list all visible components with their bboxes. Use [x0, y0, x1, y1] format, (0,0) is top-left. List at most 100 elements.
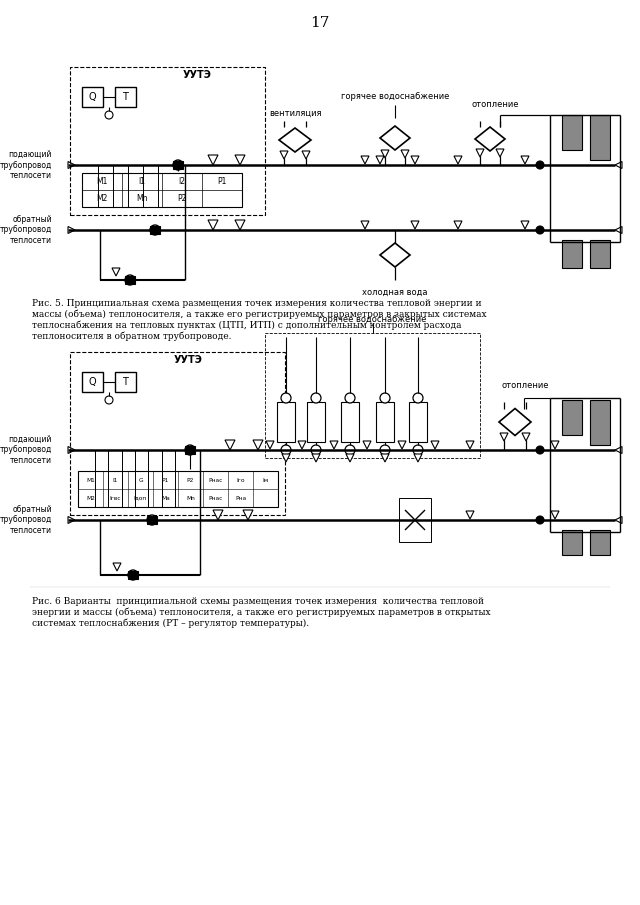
Circle shape	[150, 225, 160, 235]
Polygon shape	[411, 221, 419, 229]
Circle shape	[128, 570, 138, 580]
Circle shape	[536, 446, 544, 454]
Text: I1: I1	[113, 478, 118, 482]
Polygon shape	[280, 151, 288, 159]
Polygon shape	[381, 150, 389, 158]
Text: Mn: Mn	[136, 194, 148, 203]
Polygon shape	[68, 517, 75, 523]
Text: P1: P1	[218, 177, 227, 186]
Circle shape	[413, 445, 423, 455]
Bar	[562, 530, 582, 555]
Text: Q: Q	[88, 92, 96, 102]
Text: вентиляция: вентиляция	[269, 109, 321, 118]
Polygon shape	[499, 408, 531, 435]
Polygon shape	[208, 220, 218, 230]
Polygon shape	[414, 454, 422, 462]
Polygon shape	[235, 155, 245, 165]
Circle shape	[281, 393, 291, 403]
Text: Mа: Mа	[161, 496, 170, 500]
Text: УУТЭ: УУТЭ	[182, 70, 211, 80]
Polygon shape	[401, 150, 409, 158]
Bar	[399, 498, 431, 542]
Text: T: T	[122, 377, 128, 387]
Polygon shape	[266, 441, 274, 449]
Polygon shape	[68, 446, 75, 453]
Polygon shape	[615, 161, 622, 168]
Bar	[590, 400, 610, 445]
Bar	[115, 372, 136, 392]
Bar	[128, 571, 138, 579]
Text: M2: M2	[86, 496, 95, 500]
Circle shape	[536, 516, 544, 524]
Bar	[125, 276, 135, 284]
Text: T: T	[122, 92, 128, 102]
Bar	[82, 87, 103, 107]
Polygon shape	[361, 156, 369, 164]
Text: Mn: Mn	[186, 496, 195, 500]
Bar	[115, 87, 136, 107]
Circle shape	[345, 445, 355, 455]
Bar	[70, 67, 265, 215]
Polygon shape	[235, 220, 245, 230]
Bar	[185, 446, 195, 454]
Polygon shape	[363, 441, 371, 449]
Circle shape	[536, 161, 544, 169]
Polygon shape	[380, 243, 410, 267]
Text: обратный
трубопровод
теплосети: обратный трубопровод теплосети	[0, 215, 52, 245]
Polygon shape	[330, 441, 338, 449]
Bar	[376, 402, 394, 442]
Bar	[277, 402, 295, 442]
Text: холодная вода: холодная вода	[362, 288, 428, 297]
Polygon shape	[431, 441, 439, 449]
Text: P2: P2	[177, 194, 187, 203]
Bar	[590, 115, 610, 160]
Polygon shape	[346, 454, 354, 462]
Polygon shape	[500, 433, 508, 441]
Text: горячее водоснабжение: горячее водоснабжение	[341, 92, 449, 101]
Text: I2: I2	[179, 177, 186, 186]
Polygon shape	[253, 440, 263, 450]
Polygon shape	[243, 510, 253, 520]
Polygon shape	[312, 454, 320, 462]
Circle shape	[311, 393, 321, 403]
Text: подающий
трубопровод
теплосети: подающий трубопровод теплосети	[0, 435, 52, 465]
Bar	[562, 400, 582, 435]
Bar	[70, 352, 285, 515]
Circle shape	[173, 160, 183, 170]
Text: Iм: Iм	[262, 478, 269, 482]
Text: P1: P1	[162, 478, 169, 482]
Text: 17: 17	[310, 16, 330, 30]
Bar	[562, 115, 582, 150]
Bar	[78, 471, 278, 507]
Polygon shape	[521, 221, 529, 229]
Text: Iдоп: Iдоп	[134, 496, 147, 500]
Circle shape	[281, 445, 291, 455]
Circle shape	[311, 445, 321, 455]
Polygon shape	[466, 441, 474, 449]
Polygon shape	[398, 441, 406, 449]
Text: Рис. 6 Варианты  принципиальной схемы размещения точек измерения  количества теп: Рис. 6 Варианты принципиальной схемы раз…	[32, 597, 491, 628]
Polygon shape	[381, 454, 389, 462]
Bar	[173, 161, 183, 169]
Text: Pнас: Pнас	[208, 496, 223, 500]
Polygon shape	[68, 226, 75, 233]
Polygon shape	[361, 221, 369, 229]
Polygon shape	[282, 454, 290, 462]
Text: отопление: отопление	[501, 380, 548, 389]
Polygon shape	[522, 433, 530, 441]
Text: M1: M1	[86, 478, 95, 482]
Text: Q: Q	[88, 377, 96, 387]
Polygon shape	[615, 446, 622, 453]
Polygon shape	[476, 149, 484, 157]
Bar	[341, 402, 359, 442]
Polygon shape	[380, 126, 410, 150]
Circle shape	[105, 111, 113, 119]
Bar	[147, 516, 157, 524]
Polygon shape	[551, 511, 559, 519]
Polygon shape	[551, 441, 559, 449]
Circle shape	[185, 445, 195, 455]
Polygon shape	[521, 156, 529, 164]
Text: отопление: отопление	[471, 100, 519, 110]
Text: M2: M2	[96, 194, 108, 203]
Polygon shape	[302, 151, 310, 159]
